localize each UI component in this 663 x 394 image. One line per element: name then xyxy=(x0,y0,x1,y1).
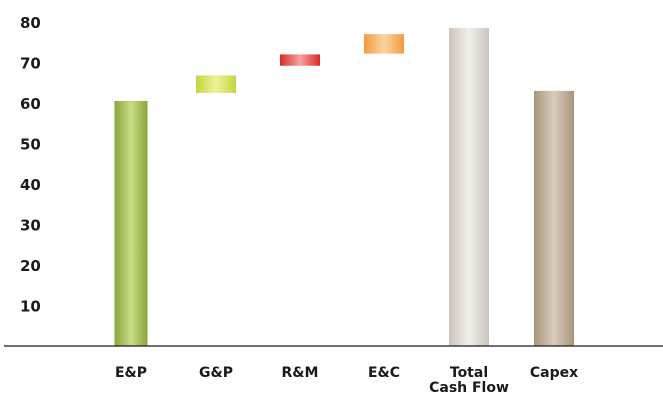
x-category-label: Capex xyxy=(530,365,578,381)
y-tick-label: 50 xyxy=(20,136,41,154)
y-tick-label: 70 xyxy=(20,55,41,73)
y-tick-label: 60 xyxy=(20,95,41,113)
bar-1 xyxy=(114,100,148,346)
x-category-label: E&P xyxy=(115,365,147,381)
bar-5 xyxy=(449,28,489,346)
x-category-label: R&M xyxy=(282,365,319,381)
y-axis-ticks: 10 20 30 40 50 60 70 80 xyxy=(20,14,41,316)
y-tick-label: 30 xyxy=(20,217,41,235)
bar-2 xyxy=(196,75,236,93)
x-category-label: Total Cash Flow xyxy=(429,365,509,394)
y-tick-label: 10 xyxy=(20,298,41,316)
bars xyxy=(114,28,574,346)
bar-6 xyxy=(534,90,574,346)
y-tick-label: 20 xyxy=(20,257,41,275)
bar-4 xyxy=(364,34,404,54)
x-category-label: G&P xyxy=(199,365,233,381)
y-tick-label: 40 xyxy=(20,176,41,194)
bar-3 xyxy=(280,54,320,66)
x-category-label: E&C xyxy=(368,365,400,381)
x-axis-labels: E&P G&P R&M E&C Total Cash Flow Capex xyxy=(115,365,578,394)
y-tick-label: 80 xyxy=(20,14,41,32)
